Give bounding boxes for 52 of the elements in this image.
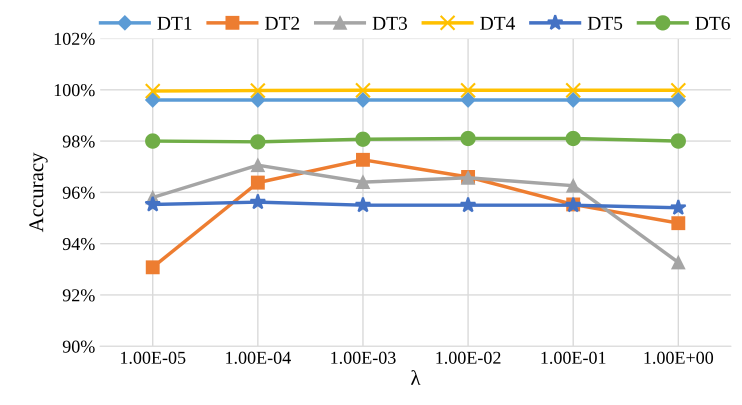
- x-tick-label: 1.00E-02: [436, 352, 500, 364]
- point: [146, 260, 160, 274]
- y-tick-label: 100%: [54, 84, 95, 96]
- point: [355, 132, 371, 147]
- point: [566, 130, 581, 146]
- point: [250, 193, 266, 210]
- x-tick-label: 1.00E-01: [541, 352, 606, 364]
- point: [566, 92, 581, 108]
- legend-label: DT2: [265, 16, 300, 30]
- point: [460, 130, 476, 146]
- point: [460, 82, 476, 98]
- legend-label: DT3: [372, 16, 407, 30]
- point: [356, 152, 370, 167]
- x-tick-label: 1.00E-05: [120, 352, 186, 364]
- point: [670, 199, 687, 215]
- point: [145, 92, 160, 108]
- y-tick-label: 90%: [62, 340, 95, 353]
- legend-label: DT6: [695, 16, 730, 30]
- x-tick-label: 1.00E-03: [331, 352, 396, 364]
- x-tick-label: 1.00E+00: [644, 352, 714, 364]
- point: [670, 133, 686, 149]
- point: [670, 92, 686, 108]
- point: [566, 178, 580, 193]
- point: [250, 92, 266, 108]
- point: [250, 82, 266, 99]
- point: [354, 82, 371, 98]
- y-tick-label: 102%: [54, 32, 95, 45]
- point: [460, 196, 476, 212]
- point: [356, 175, 370, 190]
- legend-label: DT1: [157, 16, 192, 30]
- point: [565, 82, 582, 98]
- point: [144, 83, 161, 100]
- point: [355, 92, 371, 108]
- point: [460, 92, 476, 108]
- y-tick-label: 94%: [62, 238, 95, 250]
- point: [145, 133, 160, 149]
- y-axis-title: Accuracy: [29, 152, 48, 232]
- legend-label: DT4: [480, 16, 516, 30]
- point: [354, 196, 372, 212]
- point: [144, 196, 162, 212]
- point: [250, 134, 266, 150]
- y-tick-label: 92%: [62, 289, 95, 302]
- point: [671, 255, 686, 270]
- y-tick-label: 98%: [62, 135, 95, 148]
- x-tick-label: 1.00E-04: [226, 352, 291, 364]
- point: [671, 216, 686, 230]
- point: [670, 82, 686, 98]
- point: [250, 158, 265, 172]
- y-tick-label: 96%: [62, 186, 95, 199]
- x-axis-title: λ: [411, 370, 420, 385]
- legend-label: DT5: [588, 16, 622, 30]
- point: [250, 176, 265, 190]
